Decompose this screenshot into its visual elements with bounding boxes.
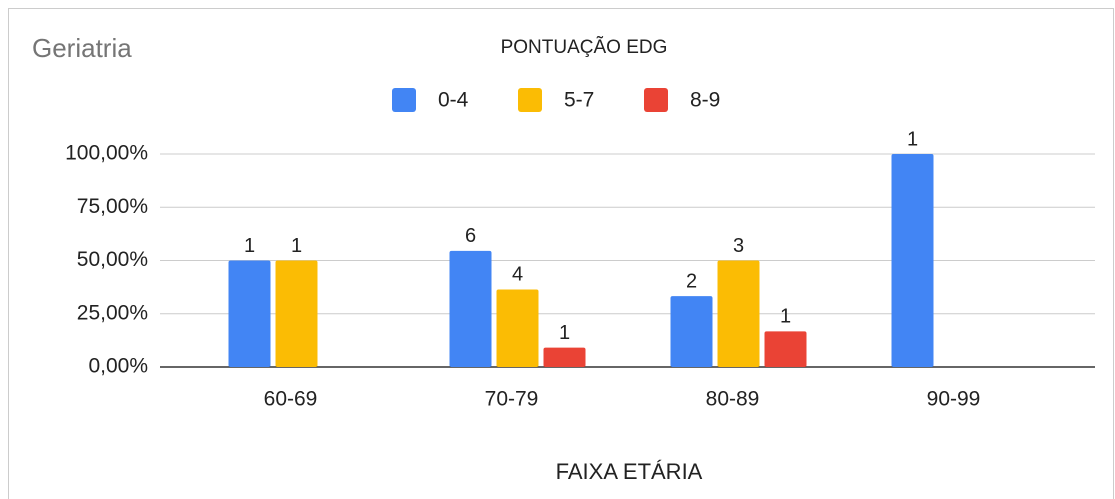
- data-label: 6: [465, 225, 476, 247]
- bar: [543, 347, 586, 367]
- x-tick-label: 60-69: [264, 388, 318, 411]
- bar: [891, 154, 934, 367]
- bar: [275, 260, 318, 367]
- y-tick-label: 100,00%: [65, 142, 148, 165]
- legend-label: 5-7: [564, 89, 594, 112]
- data-label: 3: [733, 235, 744, 257]
- x-tick-label: 70-79: [485, 388, 539, 411]
- data-label: 1: [559, 322, 570, 344]
- y-tick-label: 25,00%: [77, 301, 148, 324]
- y-tick-label: 75,00%: [77, 195, 148, 218]
- bar: [717, 260, 760, 367]
- chart-title: PONTUAÇÃO EDG: [501, 36, 668, 58]
- data-label: 1: [244, 235, 255, 257]
- data-label: 2: [686, 270, 697, 292]
- data-label: 1: [780, 306, 791, 328]
- data-label: 1: [907, 128, 918, 150]
- data-label: 4: [512, 264, 523, 286]
- x-tick-label: 90-99: [927, 388, 981, 411]
- frame: [8, 8, 1114, 499]
- bar: [228, 260, 271, 367]
- bar: [670, 296, 713, 367]
- y-tick-label: 50,00%: [77, 248, 148, 271]
- legend-label: 8-9: [690, 89, 720, 112]
- legend-swatch: [518, 88, 542, 112]
- legend-label: 0-4: [438, 89, 469, 112]
- bar: [764, 331, 807, 367]
- panel-title: Geriatria: [32, 33, 132, 63]
- y-tick-label: 0,00%: [88, 355, 148, 378]
- x-tick-label: 80-89: [706, 388, 760, 411]
- bar: [496, 289, 539, 367]
- legend-swatch: [392, 88, 416, 112]
- bar: [449, 250, 492, 367]
- data-label: 1: [291, 235, 302, 257]
- x-axis-label: FAIXA ETÁRIA: [556, 459, 703, 484]
- legend-swatch: [644, 88, 668, 112]
